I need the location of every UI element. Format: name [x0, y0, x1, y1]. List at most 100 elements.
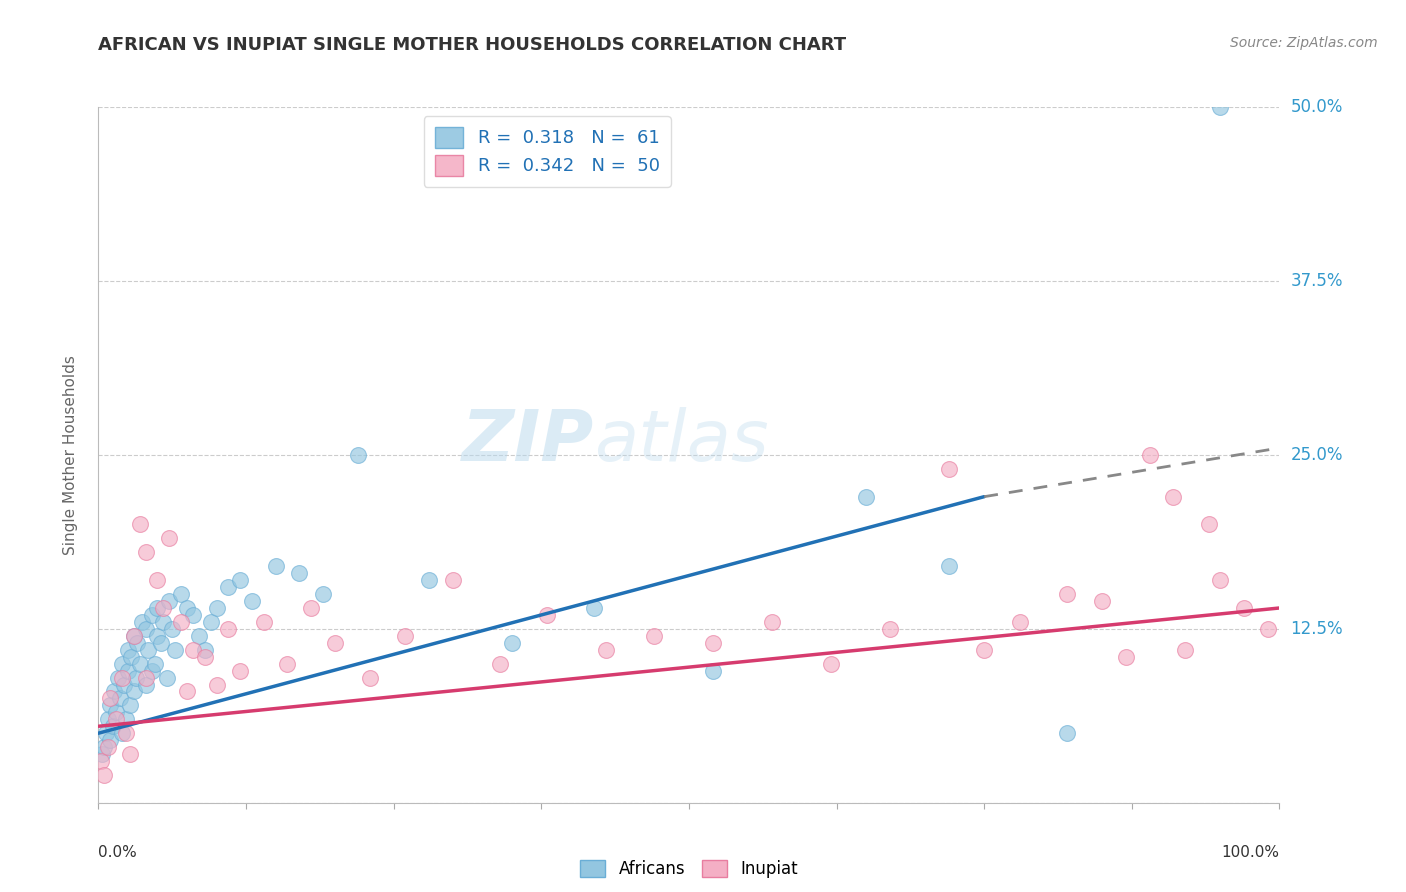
Point	[181, 642, 204, 657]
Point	[107, 671, 129, 685]
Point	[121, 649, 143, 664]
Text: AFRICAN VS INUPIAT SINGLE MOTHER HOUSEHOLDS CORRELATION CHART: AFRICAN VS INUPIAT SINGLE MOTHER HOUSEHO…	[98, 36, 846, 54]
Point	[1198, 517, 1220, 532]
Point	[157, 532, 180, 546]
Point	[536, 607, 558, 622]
Point	[98, 733, 121, 747]
Point	[165, 642, 187, 657]
Point	[120, 698, 142, 713]
Point	[879, 622, 901, 636]
Point	[105, 712, 128, 726]
Point	[135, 677, 157, 691]
Point	[131, 615, 153, 629]
Point	[111, 657, 134, 671]
Text: 50.0%: 50.0%	[1291, 98, 1343, 116]
Point	[702, 636, 724, 650]
Point	[240, 594, 263, 608]
Point	[938, 559, 960, 574]
Point	[97, 712, 120, 726]
Point	[489, 657, 512, 671]
Text: ZIP: ZIP	[463, 407, 595, 475]
Point	[194, 642, 217, 657]
Point	[136, 642, 159, 657]
Point	[1257, 622, 1279, 636]
Point	[1008, 615, 1031, 629]
Point	[253, 615, 276, 629]
Text: Source: ZipAtlas.com: Source: ZipAtlas.com	[1230, 36, 1378, 50]
Legend: R =  0.318   N =  61, R =  0.342   N =  50: R = 0.318 N = 61, R = 0.342 N = 50	[423, 116, 671, 186]
Point	[157, 594, 180, 608]
Point	[146, 601, 169, 615]
Point	[702, 664, 724, 678]
Point	[761, 615, 783, 629]
Point	[1209, 573, 1232, 587]
Point	[122, 629, 145, 643]
Point	[1091, 594, 1114, 608]
Point	[264, 559, 287, 574]
Point	[94, 726, 117, 740]
Point	[820, 657, 842, 671]
Point	[108, 691, 131, 706]
Point	[418, 573, 440, 587]
Point	[112, 677, 135, 691]
Point	[152, 615, 174, 629]
Point	[122, 684, 145, 698]
Point	[128, 517, 150, 532]
Point	[120, 747, 142, 761]
Point	[111, 671, 134, 685]
Point	[229, 573, 252, 587]
Point	[276, 657, 298, 671]
Point	[176, 601, 198, 615]
Point	[98, 698, 121, 713]
Text: atlas: atlas	[595, 407, 769, 475]
Point	[347, 448, 370, 462]
Point	[170, 615, 193, 629]
Point	[855, 490, 877, 504]
Point	[181, 607, 204, 622]
Point	[441, 573, 464, 587]
Point	[200, 615, 222, 629]
Point	[217, 580, 239, 594]
Point	[229, 664, 252, 678]
Point	[146, 629, 169, 643]
Point	[117, 642, 139, 657]
Point	[98, 691, 121, 706]
Point	[122, 629, 145, 643]
Point	[176, 684, 198, 698]
Point	[125, 671, 148, 685]
Point	[938, 462, 960, 476]
Point	[146, 573, 169, 587]
Point	[187, 629, 209, 643]
Y-axis label: Single Mother Households: Single Mother Households	[63, 355, 77, 555]
Point	[156, 671, 179, 685]
Point	[1233, 601, 1256, 615]
Point	[299, 601, 322, 615]
Text: 12.5%: 12.5%	[1291, 620, 1343, 638]
Point	[105, 706, 128, 720]
Point	[394, 629, 416, 643]
Point	[127, 636, 149, 650]
Point	[312, 587, 335, 601]
Point	[205, 677, 228, 691]
Point	[160, 622, 183, 636]
Point	[1139, 448, 1161, 462]
Point	[205, 601, 228, 615]
Point	[217, 622, 239, 636]
Point	[359, 671, 381, 685]
Point	[90, 754, 112, 768]
Point	[97, 740, 120, 755]
Point	[150, 636, 173, 650]
Point	[194, 649, 217, 664]
Point	[135, 545, 157, 559]
Text: 0.0%: 0.0%	[98, 845, 138, 860]
Text: 37.5%: 37.5%	[1291, 272, 1343, 290]
Point	[101, 719, 124, 733]
Point	[170, 587, 193, 601]
Point	[1209, 100, 1232, 114]
Point	[288, 566, 311, 581]
Point	[501, 636, 523, 650]
Point	[91, 747, 114, 761]
Point	[135, 622, 157, 636]
Point	[128, 657, 150, 671]
Point	[583, 601, 606, 615]
